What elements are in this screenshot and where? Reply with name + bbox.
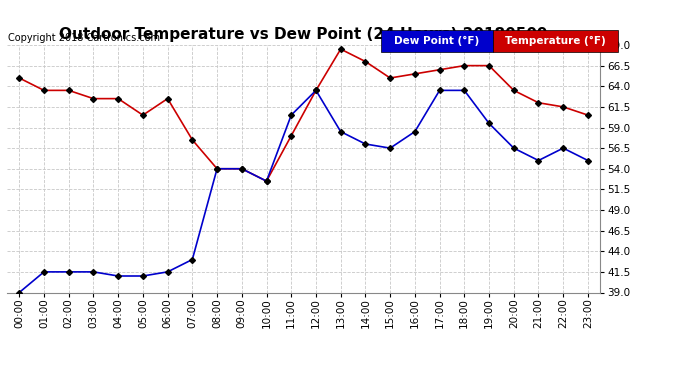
Title: Outdoor Temperature vs Dew Point (24 Hours) 20180509: Outdoor Temperature vs Dew Point (24 Hou… xyxy=(59,27,548,42)
Text: Temperature (°F): Temperature (°F) xyxy=(505,36,607,46)
Text: Dew Point (°F): Dew Point (°F) xyxy=(395,36,480,46)
Text: Copyright 2018 Cartronics.com: Copyright 2018 Cartronics.com xyxy=(8,33,160,42)
FancyBboxPatch shape xyxy=(493,30,618,52)
FancyBboxPatch shape xyxy=(381,30,493,52)
